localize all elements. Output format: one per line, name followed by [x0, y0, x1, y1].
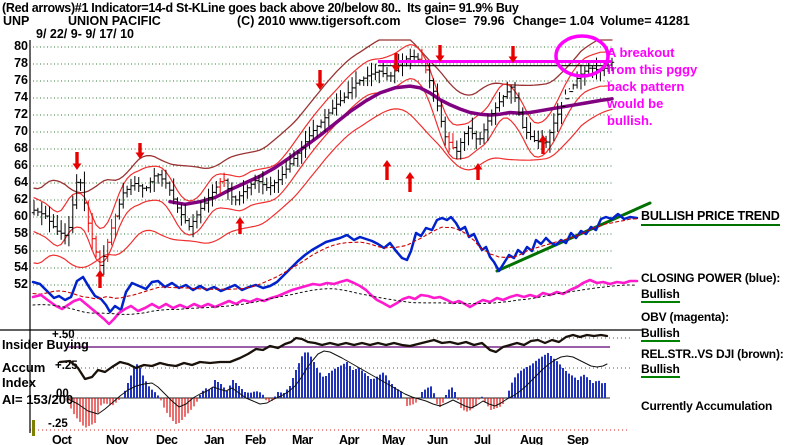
minus25-tick-label: -.25	[48, 418, 68, 430]
obv-status: Bullish	[641, 326, 680, 342]
month-label: Jun	[427, 433, 448, 445]
month-label: Jul	[474, 433, 491, 445]
breakout-annotation: A breakout from this pggy back pattern w…	[607, 45, 698, 128]
price-tick-label: 80	[14, 39, 28, 53]
relstr-label: REL.STR..VS DJI (brown):	[641, 347, 784, 361]
price-tick-label: 60	[14, 209, 28, 223]
price-tick-label: 66	[14, 158, 28, 172]
price-tick-label: 54	[14, 260, 28, 274]
change-value: Change= 1.04	[513, 14, 594, 28]
price-tick-label: 70	[14, 124, 28, 138]
copyright-text: (C) 2010 www.tigersoft.com	[237, 14, 401, 28]
accum-label-line2: Index	[2, 375, 36, 390]
price-tick-label: 78	[14, 56, 28, 70]
date-range: 9/ 22/ 9- 9/ 17/ 10	[36, 27, 134, 41]
volume-value: Volume= 41281	[600, 14, 690, 28]
price-tick-label: 74	[14, 90, 28, 104]
accum-label-line1: Accum	[2, 360, 46, 375]
price-tick-label: 62	[14, 192, 28, 206]
price-tick-label: 52	[14, 277, 28, 291]
month-label: Apr	[339, 433, 360, 445]
price-tick-label: 68	[14, 141, 28, 155]
price-tick-label: 56	[14, 243, 28, 257]
relstr-status: Bullish	[641, 362, 680, 378]
price-tick-label: 64	[14, 175, 28, 189]
closing-power-label: CLOSING POWER (blue):	[641, 271, 781, 285]
month-label: Oct	[52, 433, 72, 445]
month-label: Mar	[292, 433, 313, 445]
month-label: Dec	[156, 433, 178, 445]
zero-tick-label: 00	[56, 388, 69, 400]
price-tick-label: 76	[14, 73, 28, 87]
company-name: UNION PACIFIC	[68, 14, 161, 28]
plus50-tick-label: +.50	[52, 329, 75, 341]
month-label: Aug	[520, 433, 543, 445]
close-value: Close= 79.96	[425, 14, 505, 28]
accum-index-value: AI= 153/200	[2, 392, 74, 407]
month-label: Nov	[106, 433, 129, 445]
price-tick-label: 58	[14, 226, 28, 240]
month-label: May	[382, 433, 405, 445]
month-label: Feb	[245, 433, 266, 445]
accumulation-status: Currently Accumulation	[641, 399, 773, 413]
indicator-header: (Red arrows)#1 Indicator=14-d St-KLine g…	[2, 1, 519, 15]
insider-buying-label: Insider Buying	[2, 338, 89, 352]
month-label: Jan	[204, 433, 225, 445]
bullish-price-trend-label: BULLISH PRICE TREND	[641, 209, 780, 226]
ticker-symbol: UNP	[3, 14, 30, 28]
month-label: Sep	[567, 433, 589, 445]
obv-label: OBV (magenta):	[641, 310, 729, 324]
closing-power-status: Bullish	[641, 287, 680, 303]
price-tick-label: 72	[14, 107, 28, 121]
